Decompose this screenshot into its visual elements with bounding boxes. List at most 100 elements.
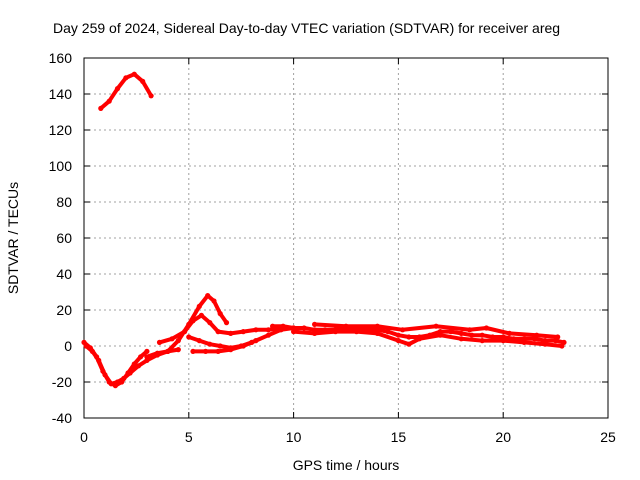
- y-tick-label: 120: [49, 122, 73, 138]
- data-point: [156, 339, 163, 345]
- data-point: [140, 78, 146, 84]
- chart-title: Day 259 of 2024, Sidereal Day-to-day VTE…: [53, 20, 560, 36]
- data-point: [265, 332, 271, 338]
- data-point: [114, 86, 121, 92]
- data-point: [458, 330, 464, 336]
- grid: [84, 58, 608, 418]
- data-point: [353, 329, 360, 335]
- data-point: [500, 338, 506, 344]
- series-points-trace-plateau-upper: [312, 321, 561, 340]
- y-tick-label: 160: [49, 50, 73, 66]
- data-point: [228, 330, 234, 336]
- series-line-trace-rise-to-peak: [144, 293, 229, 359]
- data-point: [542, 341, 548, 347]
- x-tick-label: 0: [80, 429, 88, 445]
- data-point: [186, 334, 192, 340]
- data-point: [205, 293, 211, 299]
- data-point: [437, 329, 443, 335]
- y-tick-label: -20: [52, 374, 72, 390]
- series-points-trace-high-arc: [98, 71, 154, 111]
- data-point: [301, 325, 307, 331]
- series-points-trace-plateau: [270, 323, 567, 345]
- data-point: [374, 330, 380, 336]
- data-point: [96, 357, 102, 363]
- data-point: [521, 339, 527, 345]
- data-point: [144, 348, 150, 354]
- data-point: [483, 325, 489, 331]
- data-point: [332, 329, 339, 335]
- data-point: [416, 336, 422, 342]
- data-point: [555, 334, 561, 340]
- data-point: [469, 332, 475, 338]
- data-point: [154, 350, 160, 356]
- y-tick-label: -40: [52, 410, 72, 426]
- data-point: [395, 332, 401, 338]
- data-point: [106, 98, 112, 104]
- series-points-trace-plateau-lower: [291, 329, 565, 349]
- data-point: [217, 343, 223, 349]
- data-point: [211, 298, 217, 304]
- data-point: [228, 345, 234, 351]
- data-point: [196, 338, 202, 344]
- data-point: [506, 330, 513, 336]
- data-point: [479, 332, 485, 338]
- data-point: [135, 363, 142, 369]
- data-point: [312, 330, 318, 336]
- y-tick-label: 80: [56, 194, 72, 210]
- data-point: [190, 318, 196, 324]
- data-point: [400, 327, 406, 333]
- data-point: [102, 372, 108, 378]
- data-point: [467, 327, 473, 333]
- y-tick-label: 0: [64, 338, 72, 354]
- data-point: [521, 336, 527, 342]
- data-point: [144, 354, 150, 360]
- data-point: [479, 338, 485, 344]
- data-point: [253, 327, 259, 333]
- y-tick-label: 40: [56, 266, 72, 282]
- x-tick-label: 20: [495, 429, 511, 445]
- data-point: [249, 339, 255, 345]
- data-point: [175, 347, 181, 353]
- data-point: [490, 334, 496, 340]
- data-point: [144, 357, 150, 363]
- data-point: [203, 348, 209, 354]
- data-point: [312, 321, 318, 327]
- data-point: [265, 327, 271, 333]
- data-point: [131, 361, 137, 367]
- data-point: [127, 370, 133, 376]
- data-point: [165, 348, 171, 354]
- y-axis-label: SDTVAR / TECUs: [5, 182, 21, 294]
- series-group: [81, 71, 567, 389]
- x-axis-label: GPS time / hours: [293, 457, 400, 473]
- data-point: [138, 354, 144, 360]
- data-point: [374, 327, 380, 333]
- data-point: [448, 329, 454, 335]
- data-point: [559, 343, 565, 349]
- data-point: [182, 329, 188, 335]
- data-point: [437, 332, 443, 338]
- series-line-trace-plateau-upper: [312, 322, 560, 339]
- data-point: [291, 325, 297, 331]
- y-tick-label: 100: [49, 158, 73, 174]
- data-point: [114, 379, 121, 385]
- data-point: [169, 336, 175, 342]
- data-point: [108, 381, 114, 387]
- data-point: [542, 338, 548, 344]
- data-point: [280, 323, 286, 329]
- axis-ticks: 0 5 10 15 20 25 -40 -20 0 20 40 60 80 100 120 140 160: [49, 50, 616, 445]
- data-point: [406, 334, 412, 340]
- data-point: [121, 375, 127, 381]
- data-point: [385, 329, 391, 335]
- data-point: [343, 323, 349, 329]
- data-point: [83, 343, 89, 349]
- data-point: [395, 338, 401, 344]
- x-tick-label: 25: [600, 429, 616, 445]
- data-point: [190, 348, 196, 354]
- data-point: [196, 303, 202, 309]
- data-point: [98, 105, 104, 111]
- data-point: [406, 341, 412, 347]
- data-point: [148, 93, 154, 99]
- y-tick-label: 20: [56, 302, 72, 318]
- data-point: [207, 341, 213, 347]
